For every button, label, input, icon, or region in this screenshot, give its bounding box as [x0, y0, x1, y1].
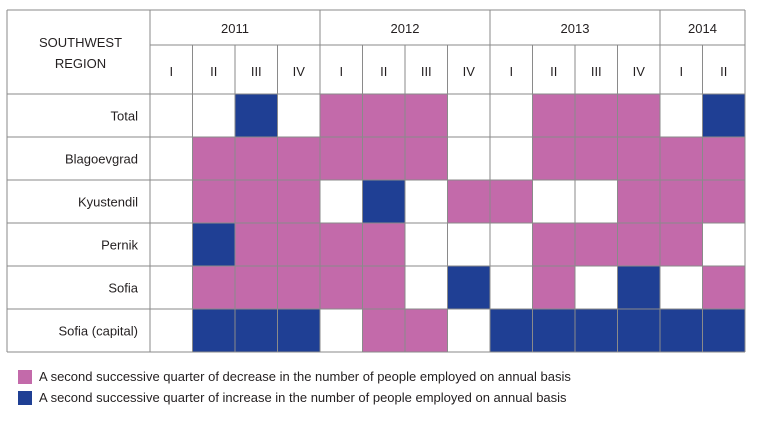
legend-swatch-increase: [18, 390, 32, 405]
quarter-label-2011-II: II: [210, 64, 217, 79]
row-label: Kyustendil: [78, 195, 138, 210]
cell-decrease: [575, 223, 618, 266]
cell-decrease: [192, 180, 235, 223]
cell-decrease: [575, 137, 618, 180]
legend-label-increase: A second successive quarter of increase …: [39, 389, 567, 405]
cell-decrease: [277, 180, 320, 223]
row-label: Sofia: [108, 281, 138, 296]
quarter-label-2012-II: II: [380, 64, 387, 79]
cell-decrease: [405, 309, 448, 352]
cell-decrease: [192, 137, 235, 180]
quarter-label-2012-I: I: [339, 64, 343, 79]
quarter-label-2014-I: I: [679, 64, 683, 79]
quarter-label-2013-I: I: [509, 64, 513, 79]
legend-item-decrease: A second successive quarter of decrease …: [18, 366, 571, 387]
cell-increase: [617, 266, 660, 309]
cell-increase: [702, 309, 745, 352]
quarter-label-2013-III: III: [591, 64, 602, 79]
cell-decrease: [617, 137, 660, 180]
cell-decrease: [277, 266, 320, 309]
cell-increase: [617, 309, 660, 352]
cell-decrease: [320, 223, 363, 266]
cell-increase: [447, 266, 490, 309]
quarter-label-2014-II: II: [720, 64, 727, 79]
cell-decrease: [405, 94, 448, 137]
row-label: Pernik: [101, 238, 138, 253]
cell-increase: [575, 309, 618, 352]
cell-decrease: [235, 137, 278, 180]
legend-item-increase: A second successive quarter of increase …: [18, 387, 571, 408]
cell-increase: [702, 94, 745, 137]
row-label: Sofia (capital): [59, 324, 138, 339]
cell-decrease: [362, 309, 405, 352]
year-label-2012: 2012: [391, 21, 420, 36]
cell-decrease: [702, 180, 745, 223]
legend: A second successive quarter of decrease …: [18, 366, 571, 408]
cell-decrease: [532, 137, 575, 180]
cell-increase: [235, 94, 278, 137]
cell-decrease: [617, 223, 660, 266]
cell-increase: [235, 309, 278, 352]
cell-increase: [490, 309, 533, 352]
year-label-2014: 2014: [688, 21, 717, 36]
cell-decrease: [235, 223, 278, 266]
cell-increase: [192, 309, 235, 352]
cell-decrease: [235, 266, 278, 309]
cell-decrease: [660, 223, 703, 266]
cell-increase: [660, 309, 703, 352]
cell-decrease: [235, 180, 278, 223]
cell-decrease: [617, 94, 660, 137]
row-label: Total: [111, 109, 139, 124]
cell-decrease: [362, 266, 405, 309]
quarter-label-2012-IV: IV: [463, 64, 476, 79]
quarter-label-2012-III: III: [421, 64, 432, 79]
cell-decrease: [575, 94, 618, 137]
legend-swatch-decrease: [18, 369, 32, 384]
cell-increase: [277, 309, 320, 352]
cell-decrease: [192, 266, 235, 309]
quarter-label-2011-I: I: [169, 64, 173, 79]
cell-decrease: [405, 137, 448, 180]
cell-increase: [362, 180, 405, 223]
quarter-label-2013-IV: IV: [633, 64, 646, 79]
legend-label-decrease: A second successive quarter of decrease …: [39, 368, 571, 384]
cell-decrease: [660, 180, 703, 223]
cell-decrease: [362, 223, 405, 266]
cell-decrease: [617, 180, 660, 223]
cell-decrease: [490, 180, 533, 223]
cell-decrease: [532, 94, 575, 137]
cell-decrease: [447, 180, 490, 223]
cell-decrease: [532, 266, 575, 309]
region-header-line-1: SOUTHWEST: [39, 35, 122, 50]
cell-increase: [192, 223, 235, 266]
cell-decrease: [320, 266, 363, 309]
cell-decrease: [532, 223, 575, 266]
region-header-line-2: REGION: [55, 56, 106, 71]
cell-decrease: [320, 94, 363, 137]
cell-decrease: [702, 266, 745, 309]
row-label: Blagoevgrad: [65, 152, 138, 167]
cell-increase: [532, 309, 575, 352]
quarter-label-2013-II: II: [550, 64, 557, 79]
cell-decrease: [362, 94, 405, 137]
quarter-label-2011-III: III: [251, 64, 262, 79]
year-label-2011: 2011: [221, 21, 249, 36]
cell-decrease: [277, 137, 320, 180]
cell-decrease: [660, 137, 703, 180]
cell-decrease: [320, 137, 363, 180]
year-label-2013: 2013: [561, 21, 590, 36]
cell-decrease: [362, 137, 405, 180]
quarter-label-2011-IV: IV: [293, 64, 306, 79]
cell-decrease: [277, 223, 320, 266]
cell-decrease: [702, 137, 745, 180]
